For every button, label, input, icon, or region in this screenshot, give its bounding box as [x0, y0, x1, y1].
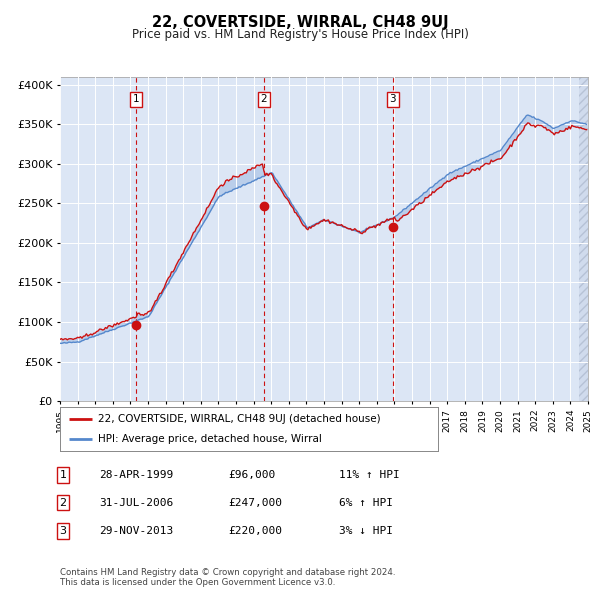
Text: 11% ↑ HPI: 11% ↑ HPI [339, 470, 400, 480]
Text: 29-NOV-2013: 29-NOV-2013 [99, 526, 173, 536]
Text: £220,000: £220,000 [228, 526, 282, 536]
Text: £96,000: £96,000 [228, 470, 275, 480]
Text: 1: 1 [59, 470, 67, 480]
Text: Price paid vs. HM Land Registry's House Price Index (HPI): Price paid vs. HM Land Registry's House … [131, 28, 469, 41]
Bar [579, 77, 588, 401]
Text: 31-JUL-2006: 31-JUL-2006 [99, 498, 173, 507]
Text: Contains HM Land Registry data © Crown copyright and database right 2024.
This d: Contains HM Land Registry data © Crown c… [60, 568, 395, 587]
Text: £247,000: £247,000 [228, 498, 282, 507]
Text: 22, COVERTSIDE, WIRRAL, CH48 9UJ (detached house): 22, COVERTSIDE, WIRRAL, CH48 9UJ (detach… [98, 414, 380, 424]
Text: 28-APR-1999: 28-APR-1999 [99, 470, 173, 480]
Text: 2: 2 [260, 94, 267, 104]
Text: 2: 2 [59, 498, 67, 507]
Text: 22, COVERTSIDE, WIRRAL, CH48 9UJ: 22, COVERTSIDE, WIRRAL, CH48 9UJ [152, 15, 448, 30]
Bar [579, 77, 588, 401]
Text: 3: 3 [389, 94, 396, 104]
Text: 6% ↑ HPI: 6% ↑ HPI [339, 498, 393, 507]
Text: HPI: Average price, detached house, Wirral: HPI: Average price, detached house, Wirr… [98, 434, 322, 444]
Text: 3% ↓ HPI: 3% ↓ HPI [339, 526, 393, 536]
Text: 1: 1 [133, 94, 139, 104]
Text: 3: 3 [59, 526, 67, 536]
